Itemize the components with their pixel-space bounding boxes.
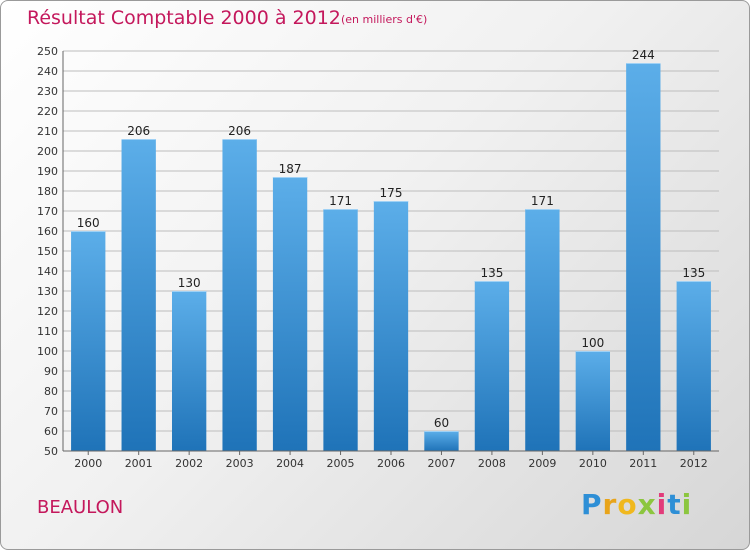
- y-tick-label: 120: [37, 305, 58, 318]
- x-tick-label: 2003: [226, 457, 254, 470]
- data-label: 206: [127, 124, 150, 138]
- data-label: 187: [279, 162, 302, 176]
- data-label: 60: [434, 416, 449, 430]
- bar[interactable]: [626, 63, 661, 451]
- bar[interactable]: [373, 201, 409, 451]
- bar[interactable]: [525, 209, 560, 451]
- x-tick-label: 2004: [276, 457, 304, 470]
- data-label: 135: [682, 266, 705, 280]
- bar[interactable]: [272, 177, 308, 451]
- x-tick-label: 2009: [528, 457, 556, 470]
- y-tick-label: 200: [37, 145, 58, 158]
- data-label: 171: [329, 194, 352, 208]
- bar[interactable]: [424, 431, 459, 451]
- bar[interactable]: [71, 231, 106, 451]
- logo-letter: r: [602, 488, 618, 521]
- y-tick-label: 220: [37, 105, 58, 118]
- logo-letter: P: [581, 488, 603, 521]
- x-tick-label: 2002: [175, 457, 203, 470]
- bar[interactable]: [474, 281, 510, 451]
- x-tick-label: 2011: [629, 457, 657, 470]
- axes: 50 60 70 80 90 100 110 120 130 140 150 160 170 180 190…: [37, 45, 719, 470]
- bar[interactable]: [222, 139, 257, 451]
- x-tick-label: 2012: [680, 457, 708, 470]
- proxiti-logo[interactable]: Proxiti: [581, 488, 692, 521]
- logo-letter: i: [656, 488, 668, 521]
- y-tick-label: 250: [37, 45, 58, 58]
- chart-title: Résultat Comptable 2000 à 2012: [27, 7, 341, 29]
- y-tick-label: 140: [37, 265, 58, 278]
- y-tick-label: 180: [37, 185, 58, 198]
- y-tick-label: 90: [44, 365, 58, 378]
- data-label: 160: [77, 216, 100, 230]
- x-tick-label: 2010: [579, 457, 607, 470]
- y-tick-label: 210: [37, 125, 58, 138]
- logo-letter: x: [637, 488, 657, 521]
- data-label: 206: [228, 124, 251, 138]
- y-tick-label: 100: [37, 345, 58, 358]
- x-tick-label: 2006: [377, 457, 405, 470]
- bar[interactable]: [121, 139, 156, 451]
- place-name: BEAULON: [37, 497, 124, 518]
- bars: 160 206 130 206 187 171 175 60 135 171 100 244 135: [71, 48, 711, 451]
- data-label: 244: [632, 48, 655, 62]
- logo-letter: o: [617, 488, 638, 521]
- data-label: 100: [581, 336, 604, 350]
- y-tick-label: 110: [37, 325, 58, 338]
- y-tick-label: 150: [37, 245, 58, 258]
- y-tick-label: 240: [37, 65, 58, 78]
- data-label: 175: [380, 186, 403, 200]
- y-tick-label: 170: [37, 205, 58, 218]
- data-label: 130: [178, 276, 201, 290]
- data-label: 171: [531, 194, 554, 208]
- x-tick-label: 2007: [427, 457, 455, 470]
- y-tick-label: 160: [37, 225, 58, 238]
- data-label: 135: [480, 266, 503, 280]
- x-tick-label: 2005: [327, 457, 355, 470]
- bar[interactable]: [323, 209, 358, 451]
- chart-subtitle: (en milliers d'€): [341, 13, 428, 26]
- y-tick-label: 190: [37, 165, 58, 178]
- y-tick-label: 60: [44, 425, 58, 438]
- bar[interactable]: [676, 281, 711, 451]
- x-tick-label: 2000: [74, 457, 102, 470]
- y-tick-label: 50: [44, 445, 58, 458]
- bar[interactable]: [171, 291, 207, 451]
- x-tick-label: 2001: [125, 457, 153, 470]
- y-tick-label: 70: [44, 405, 58, 418]
- bar[interactable]: [575, 351, 611, 451]
- logo-letter: t: [667, 488, 682, 521]
- y-tick-label: 130: [37, 285, 58, 298]
- y-tick-label: 80: [44, 385, 58, 398]
- y-tick-label: 230: [37, 85, 58, 98]
- x-tick-label: 2008: [478, 457, 506, 470]
- logo-letter: i: [681, 488, 693, 521]
